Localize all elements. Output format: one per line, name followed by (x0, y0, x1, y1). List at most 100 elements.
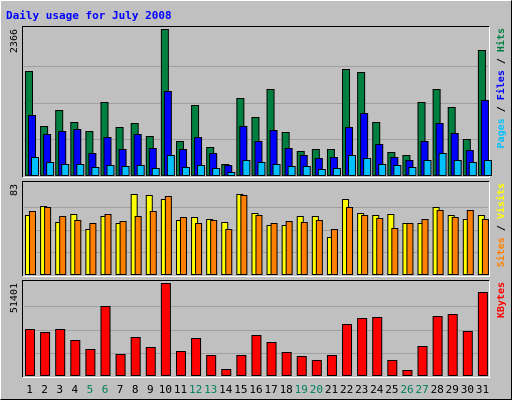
bar-pages-day-10 (166, 155, 175, 176)
bar-kbytes-day-6 (100, 306, 111, 376)
day-label-17: 17 (264, 383, 277, 396)
bar-sites-day-14 (225, 229, 233, 275)
panel-visits: 83 Sites / Visits (9, 181, 507, 277)
day-label-10: 10 (159, 383, 172, 396)
bar-sites-day-22 (346, 207, 354, 275)
bar-kbytes-day-20 (311, 360, 322, 376)
bar-sites-day-24 (376, 218, 384, 275)
bar-sites-day-13 (210, 220, 218, 275)
bar-kbytes-day-24 (372, 317, 383, 376)
legend-separator: / (496, 100, 507, 118)
legend-entry-hits: Hits (495, 28, 507, 52)
max-value-label-kbytes: 51401 (9, 283, 20, 313)
bar-pages-day-25 (393, 165, 402, 176)
bar-kbytes-day-13 (206, 355, 217, 376)
day-label-15: 15 (234, 383, 247, 396)
bar-sites-day-26 (406, 223, 414, 275)
bar-kbytes-day-23 (357, 318, 368, 376)
bar-pages-day-3 (61, 164, 70, 176)
bar-pages-day-8 (136, 165, 145, 176)
day-label-22: 22 (340, 383, 353, 396)
day-tick-labels: 1 2 3 4 5 6 7 8 9 10 11 12 13 14 15 16 17 18 19 20 21 22 23 24 2… (26, 383, 489, 396)
bar-sites-day-16 (255, 215, 263, 275)
plot-border-light (22, 181, 490, 277)
plot-border-dark (22, 181, 490, 277)
bar-kbytes-day-31 (477, 292, 488, 376)
max-value-label-visits: 83 (9, 184, 20, 196)
bar-pages-day-7 (121, 166, 130, 176)
bar-pages-day-14 (227, 172, 236, 176)
day-label-9: 9 (147, 383, 154, 396)
bar-pages-day-4 (76, 164, 85, 176)
bar-sites-day-11 (179, 217, 187, 275)
legend-entry-sites: Sites (495, 237, 507, 267)
day-label-24: 24 (370, 383, 384, 396)
bar-pages-day-1 (31, 157, 39, 176)
bar-sites-day-10 (164, 196, 172, 275)
bar-kbytes-day-27 (417, 346, 428, 376)
legend-entry-visits: Visits (495, 183, 507, 219)
bar-sites-day-23 (361, 215, 369, 275)
plot-border-light (22, 26, 490, 178)
day-label-26: 26 (400, 383, 413, 396)
chart-title: Daily usage for July 2008 (6, 9, 172, 22)
legend-hits: Pages / Files / Hits (495, 28, 507, 148)
day-label-25: 25 (385, 383, 398, 396)
day-label-27: 27 (415, 383, 428, 396)
bar-pages-day-26 (408, 167, 417, 176)
bar-kbytes-day-28 (432, 316, 443, 376)
bar-pages-day-9 (151, 168, 160, 176)
bar-kbytes-day-25 (387, 360, 398, 376)
day-label-4: 4 (71, 383, 78, 396)
bar-sites-day-9 (149, 211, 157, 275)
bar-pages-day-15 (242, 160, 251, 176)
bar-kbytes-day-15 (236, 355, 247, 376)
bar-sites-day-18 (285, 221, 293, 275)
bar-pages-day-13 (212, 168, 221, 176)
day-label-2: 2 (41, 383, 48, 396)
day-label-5: 5 (87, 383, 94, 396)
bar-kbytes-day-3 (55, 329, 66, 376)
day-label-3: 3 (56, 383, 63, 396)
bar-pages-day-30 (468, 162, 477, 176)
bar-kbytes-day-30 (462, 331, 473, 376)
bar-sites-day-8 (134, 216, 142, 275)
day-label-7: 7 (117, 383, 124, 396)
bar-pages-day-12 (197, 165, 206, 176)
day-label-14: 14 (219, 383, 233, 396)
bar-sites-day-12 (195, 223, 203, 275)
legend-visits: Sites / Visits (495, 183, 507, 267)
bar-pages-day-20 (317, 169, 326, 176)
chart-panels: 2366 Pages / Files / Hits 83 Sites / Visits… (9, 26, 507, 378)
legend-entry-kbytes: KBytes (496, 282, 507, 318)
bar-sites-day-20 (315, 220, 323, 275)
bar-kbytes-day-7 (115, 354, 126, 376)
day-label-29: 29 (446, 383, 459, 396)
day-label-8: 8 (132, 383, 139, 396)
bar-sites-day-30 (466, 210, 474, 275)
bar-kbytes-day-8 (130, 337, 141, 376)
bar-pages-day-22 (348, 155, 357, 176)
max-value-label-hits: 2366 (9, 29, 20, 53)
bar-kbytes-day-9 (145, 347, 156, 376)
bar-sites-day-28 (436, 210, 444, 275)
legend-entry-pages: Pages (496, 118, 507, 148)
bar-sites-day-5 (89, 223, 97, 275)
bar-kbytes-day-2 (40, 332, 51, 376)
bar-sites-day-27 (421, 219, 429, 275)
bar-pages-day-2 (46, 162, 55, 176)
bar-kbytes-day-17 (266, 342, 277, 376)
day-label-6: 6 (102, 383, 109, 396)
bar-sites-day-31 (481, 219, 489, 275)
bar-kbytes-day-19 (296, 356, 307, 376)
bar-kbytes-day-11 (175, 351, 186, 376)
bar-sites-day-15 (240, 195, 248, 275)
day-label-30: 30 (461, 383, 474, 396)
day-label-28: 28 (431, 383, 444, 396)
bar-sites-day-7 (119, 221, 127, 275)
bar-pages-day-31 (483, 160, 492, 176)
bar-pages-day-16 (257, 162, 266, 176)
